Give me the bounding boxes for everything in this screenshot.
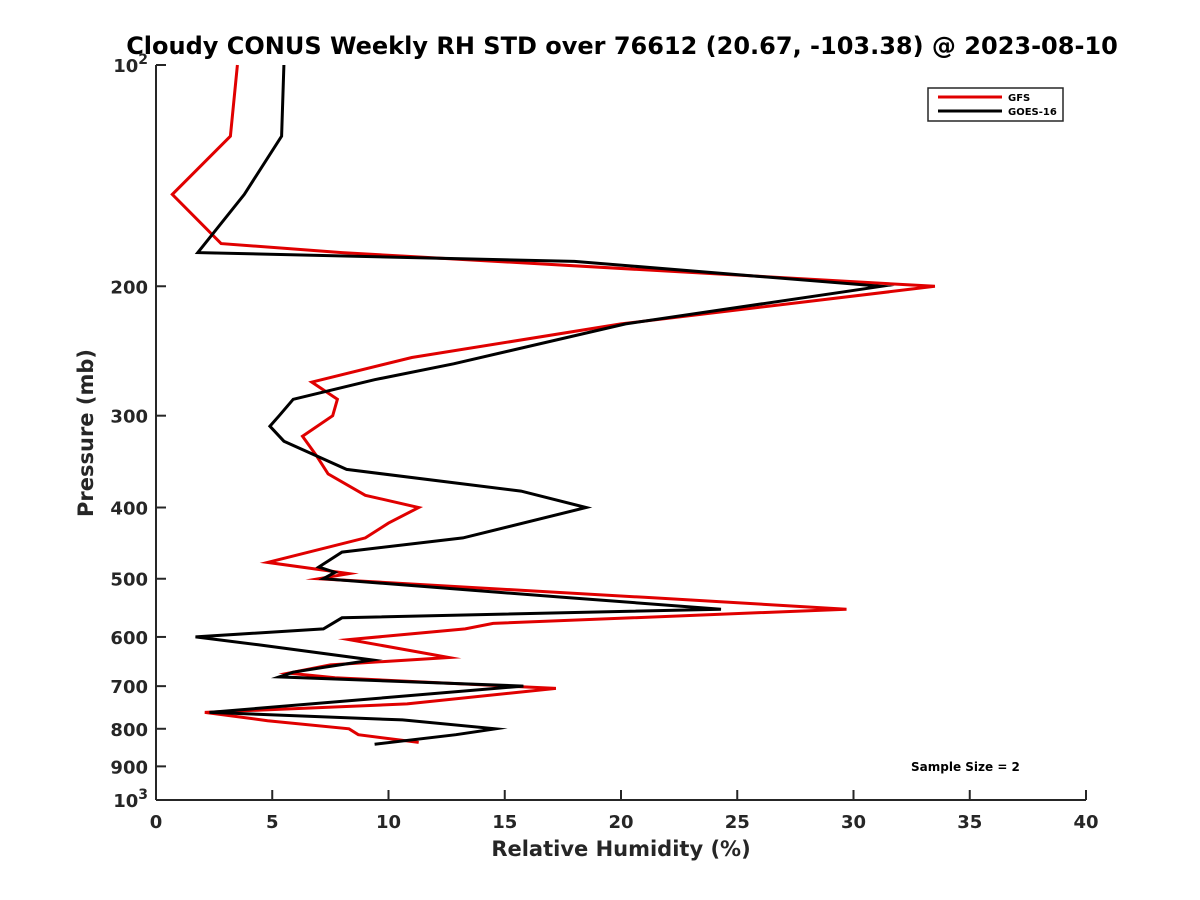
y-tick-label: 800 — [110, 720, 148, 741]
y-tick-label: 600 — [110, 628, 148, 649]
x-tick-label: 35 — [957, 812, 982, 833]
x-tick-label: 15 — [492, 812, 517, 833]
y-tick-label: 300 — [110, 407, 148, 428]
x-tick-label: 40 — [1073, 812, 1098, 833]
series-layer — [170, 64, 936, 746]
y-axis-label: Pressure (mb) — [74, 349, 98, 517]
series-line-gfs — [170, 64, 936, 744]
y-tick-label: 400 — [110, 499, 148, 520]
x-tick-label: 25 — [725, 812, 750, 833]
y-tick-label: 102 — [113, 52, 148, 77]
y-tick-label: 500 — [110, 570, 148, 591]
x-tick-label: 30 — [841, 812, 866, 833]
y-tick-label: 103 — [113, 787, 148, 812]
legend-box — [927, 87, 1064, 122]
y-tick-label: 700 — [110, 677, 148, 698]
x-tick-label: 5 — [266, 812, 279, 833]
y-tick-label: 200 — [110, 277, 148, 298]
x-tick-label: 0 — [150, 812, 163, 833]
x-axis-ticks: 0 5 10 15 20 25 30 35 40 — [150, 790, 1099, 833]
y-axis-ticks: 102 200 300 400 500 600 700 800 900 103 — [110, 52, 166, 812]
legend: GFS GOES-16 — [927, 87, 1064, 122]
x-axis-label: Relative Humidity (%) — [491, 837, 750, 861]
chart-title: Cloudy CONUS Weekly RH STD over 76612 (2… — [126, 32, 1118, 60]
legend-label-goes16: GOES-16 — [1008, 107, 1057, 118]
x-tick-label: 20 — [608, 812, 633, 833]
x-tick-label: 10 — [376, 812, 401, 833]
legend-label-gfs: GFS — [1008, 93, 1030, 104]
series-line-goes16 — [194, 64, 895, 746]
sample-size-annotation: Sample Size = 2 — [911, 760, 1020, 774]
y-tick-label: 900 — [110, 757, 148, 778]
